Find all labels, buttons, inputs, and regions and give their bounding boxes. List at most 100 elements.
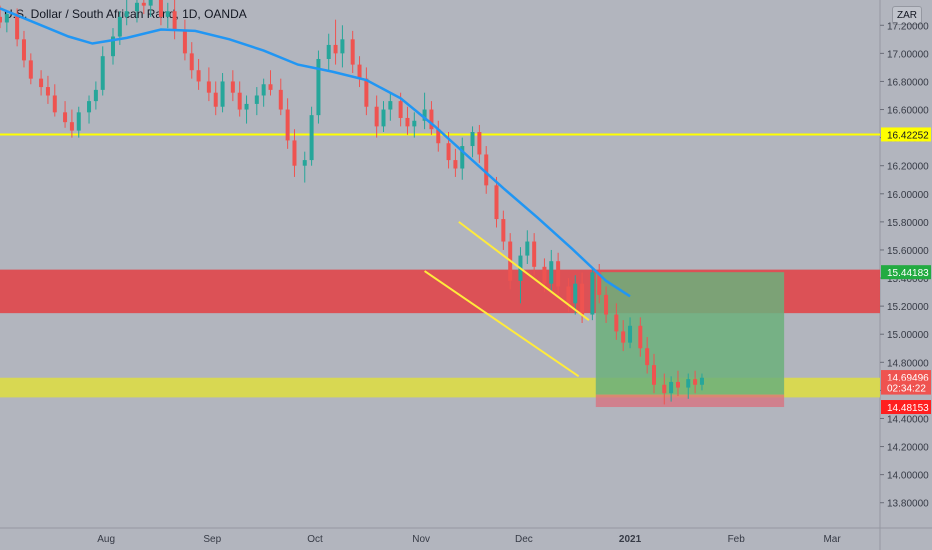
candle-body bbox=[196, 70, 201, 82]
candle-body bbox=[206, 81, 211, 93]
price-label-text-countdown: 02:34:22 bbox=[887, 384, 926, 395]
candle-body bbox=[662, 384, 667, 394]
price-label-text-last-price: 14.69496 bbox=[887, 373, 929, 384]
candle-body bbox=[429, 109, 434, 130]
candle-body bbox=[268, 84, 273, 90]
price-label-countdown bbox=[881, 380, 931, 395]
candle-body bbox=[220, 81, 225, 107]
position-target-zone bbox=[595, 272, 785, 395]
candle-body bbox=[628, 325, 633, 343]
candle-body bbox=[549, 261, 554, 284]
candle-body bbox=[254, 95, 259, 104]
price-label-horizontal-line bbox=[881, 127, 931, 142]
y-tick-label: 16.00000 bbox=[887, 190, 929, 201]
candle-body bbox=[693, 379, 698, 385]
candle-body bbox=[21, 39, 26, 61]
candle-body bbox=[604, 294, 609, 315]
candle-body bbox=[699, 377, 704, 385]
moving-average-line bbox=[0, 7, 631, 298]
y-tick-label: 16.20000 bbox=[887, 162, 929, 173]
candle-body bbox=[28, 60, 33, 79]
candle-body bbox=[436, 129, 441, 144]
candle-body bbox=[45, 87, 50, 96]
x-tick-label: 2021 bbox=[619, 534, 642, 545]
candle-body bbox=[501, 219, 506, 242]
candle-body bbox=[364, 78, 369, 107]
candle-body bbox=[350, 39, 355, 65]
candle-body bbox=[189, 53, 194, 71]
y-tick-label: 16.60000 bbox=[887, 106, 929, 117]
candle-body bbox=[460, 146, 465, 169]
candle-body bbox=[63, 112, 68, 123]
x-tick-label: Dec bbox=[515, 534, 533, 545]
candle-body bbox=[69, 122, 74, 131]
candle-body bbox=[292, 140, 297, 166]
candle-body bbox=[525, 241, 530, 256]
candle-body bbox=[141, 2, 146, 6]
candle-body bbox=[422, 109, 427, 121]
y-tick-label: 15.20000 bbox=[887, 302, 929, 313]
candle-body bbox=[381, 109, 386, 127]
resistance-zone bbox=[0, 269, 880, 314]
candle-body bbox=[556, 261, 561, 287]
channel-upper-line bbox=[458, 221, 590, 321]
candle-body bbox=[39, 78, 44, 88]
candle-body bbox=[508, 241, 513, 281]
y-tick-label: 14.00000 bbox=[887, 471, 929, 482]
candle-body bbox=[494, 185, 499, 220]
candle-body bbox=[357, 64, 362, 79]
candle-body bbox=[110, 36, 115, 57]
candle-body bbox=[638, 325, 643, 349]
candle-body bbox=[230, 81, 235, 93]
candle-body bbox=[333, 44, 338, 54]
x-tick-label: Nov bbox=[412, 534, 430, 545]
candle-body bbox=[182, 30, 187, 54]
candle-body bbox=[484, 154, 489, 186]
candle-body bbox=[309, 115, 314, 161]
candle-body bbox=[621, 331, 626, 343]
candle-body bbox=[597, 272, 602, 295]
candle-body bbox=[405, 117, 410, 127]
y-tick-label: 13.80000 bbox=[887, 499, 929, 510]
candle-body bbox=[614, 314, 619, 332]
y-tick-label: 14.40000 bbox=[887, 414, 929, 425]
candle-body bbox=[302, 160, 307, 166]
candle-body bbox=[340, 39, 345, 54]
candle-body bbox=[532, 241, 537, 267]
y-tick-label: 16.40000 bbox=[887, 134, 929, 145]
candle-body bbox=[388, 101, 393, 110]
candle-body bbox=[669, 381, 674, 394]
y-tick-label: 14.60000 bbox=[887, 386, 929, 397]
candle-body bbox=[261, 84, 266, 96]
candle-body bbox=[87, 101, 92, 113]
candle-body bbox=[398, 101, 403, 118]
y-tick-label: 17.00000 bbox=[887, 49, 929, 60]
price-label-text-stop: 14.48153 bbox=[887, 403, 929, 414]
candle-body bbox=[566, 286, 571, 304]
y-tick-label: 14.80000 bbox=[887, 358, 929, 369]
y-tick-label: 16.80000 bbox=[887, 77, 929, 88]
position-stop-zone bbox=[595, 394, 785, 408]
currency-button[interactable]: ZAR bbox=[892, 6, 922, 25]
y-tick-label: 15.40000 bbox=[887, 274, 929, 285]
price-label-last-price bbox=[881, 370, 931, 385]
candle-body bbox=[542, 266, 547, 284]
channel-lower-line bbox=[424, 270, 580, 378]
candle-body bbox=[316, 58, 321, 116]
x-tick-label: Sep bbox=[203, 534, 221, 545]
y-tick-label: 14.20000 bbox=[887, 443, 929, 454]
candle-body bbox=[590, 272, 595, 315]
x-tick-label: Aug bbox=[97, 534, 115, 545]
candle-body bbox=[652, 365, 657, 385]
candle-body bbox=[686, 379, 691, 388]
candle-body bbox=[237, 92, 242, 110]
x-tick-label: Feb bbox=[728, 534, 746, 545]
candle-body bbox=[675, 381, 680, 388]
price-label-text-target: 15.44183 bbox=[887, 268, 929, 279]
candle-body bbox=[244, 103, 249, 110]
candle-body bbox=[645, 348, 650, 366]
candle-body bbox=[326, 44, 331, 59]
support-zone bbox=[0, 377, 880, 398]
